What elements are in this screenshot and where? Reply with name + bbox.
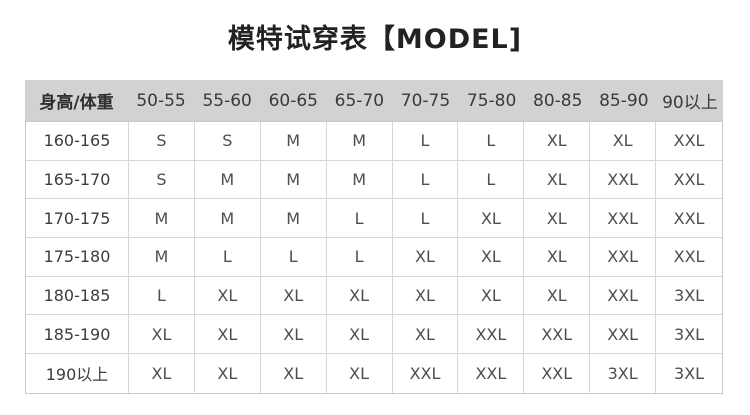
table-row: 165-170 S M M M L L XL XXL XXL (26, 160, 722, 200)
table-row: 180-185 L XL XL XL XL XL XL XXL 3XL (26, 276, 722, 316)
size-cell: XXL (656, 199, 722, 239)
size-cell: XL (524, 122, 591, 161)
size-cell: XL (458, 238, 525, 277)
page-title: 模特试穿表【MODEL] (227, 24, 523, 55)
size-cell: XL (129, 315, 195, 355)
size-cell: XL (260, 276, 327, 316)
size-cell: XL (590, 122, 657, 161)
size-cell: L (392, 122, 459, 161)
size-cell: XL (524, 238, 591, 277)
size-cell: S (194, 122, 261, 161)
header-cell-weight-range: 55-60 (202, 90, 252, 111)
size-cell: XL (392, 276, 459, 316)
size-cell: XXL (524, 315, 591, 355)
header-cell-weight-range: 90以上 (662, 93, 718, 113)
size-cell: XL (129, 354, 195, 393)
size-cell: L (326, 238, 393, 277)
size-cell: XL (195, 354, 261, 393)
row-label-height-range: 185-190 (26, 315, 129, 355)
size-cell: XL (392, 238, 459, 277)
size-cell: XL (326, 315, 393, 355)
table-row: 185-190 XL XL XL XL XL XXL XXL XXL 3XL (26, 315, 722, 355)
size-cell: XL (524, 160, 591, 200)
size-cell: L (392, 199, 459, 239)
size-cell: XXL (590, 160, 657, 200)
size-cell: XL (327, 354, 393, 393)
size-table: 身高/体重 50-55 55-60 60-65 65-70 70-75 75-80 80-85… (25, 80, 723, 394)
row-label-height-range: 190以上 (26, 354, 129, 393)
size-cell: XXL (590, 199, 657, 239)
size-cell: M (194, 160, 261, 200)
size-cell: L (458, 122, 525, 161)
size-cell: S (129, 160, 195, 200)
size-cell: XXL (458, 354, 525, 393)
table-row: 175-180 M L L L XL XL XL XXL XXL (26, 238, 722, 277)
size-cell: XXL (656, 161, 722, 200)
header-cell-weight-range: 75-80 (466, 90, 517, 111)
size-cell: 3XL (674, 363, 705, 383)
size-cell: XXL (590, 315, 657, 355)
size-cell: XL (524, 199, 591, 239)
size-cell: XL (194, 315, 261, 355)
size-cell: XXL (458, 315, 525, 355)
table-row: 190以上 XL XL XL XL XXL XXL XXL 3XL 3XL (26, 354, 722, 393)
size-cell: L (194, 238, 261, 277)
row-label-height-range: 160-165 (26, 122, 129, 161)
header-cell-weight-range: 65-70 (334, 90, 385, 111)
size-cell: L (458, 160, 525, 200)
size-cell: M (194, 199, 261, 239)
row-label-height-range: 170-175 (26, 199, 129, 239)
row-label-height-range: 180-185 (26, 276, 129, 316)
size-cell: L (129, 276, 195, 316)
size-cell: S (129, 122, 195, 161)
size-cell: M (326, 160, 393, 200)
header-cell-weight-range: 50-55 (136, 90, 186, 111)
table-row: 170-175 M M M L L XL XL XXL XXL (26, 199, 722, 239)
size-cell: XL (260, 315, 327, 355)
row-label-height-range: 175-180 (26, 238, 129, 277)
row-label-height-range: 165-170 (26, 160, 129, 200)
size-cell: M (260, 199, 327, 239)
header-cell-weight-range: 60-65 (268, 90, 318, 111)
size-cell: M (129, 199, 195, 239)
size-cell: XXL (656, 238, 722, 277)
size-cell: XL (261, 354, 327, 393)
size-cell: M (326, 122, 393, 161)
size-cell: 3XL (590, 354, 657, 393)
size-cell: M (260, 160, 327, 200)
size-cell: XL (458, 199, 525, 239)
size-cell: XL (524, 276, 591, 316)
size-cell: XXL (656, 122, 722, 161)
size-cell: XL (392, 315, 459, 355)
size-cell: M (129, 238, 195, 277)
size-cell: XXL (590, 276, 657, 316)
size-cell: 3XL (656, 315, 722, 355)
size-cell: XL (458, 276, 525, 316)
size-cell: XL (194, 276, 261, 316)
table-row: 160-165 S S M M L L XL XL XXL (26, 122, 722, 161)
size-cell: XL (326, 276, 393, 316)
size-cell: L (260, 238, 327, 277)
header-row: 身高/体重 50-55 55-60 60-65 65-70 70-75 75-80 80-85… (25, 80, 723, 121)
size-cell: XXL (393, 354, 459, 393)
size-cell: 3XL (656, 277, 722, 316)
size-cell: L (392, 160, 459, 200)
size-cell: M (260, 122, 327, 161)
header-cell-weight-range: 85-90 (599, 90, 649, 111)
header-cell-height-weight: 身高/体重 (39, 93, 114, 113)
header-cell-weight-range: 80-85 (533, 90, 583, 111)
size-cell: XXL (524, 354, 591, 393)
table-body: 160-165 S S M M L L XL XL XXL 165-170 S M M M L L XL XXL XX… (25, 121, 723, 394)
size-cell: XXL (590, 238, 657, 277)
header-cell-weight-range: 70-75 (400, 90, 451, 111)
size-cell: L (326, 199, 393, 239)
